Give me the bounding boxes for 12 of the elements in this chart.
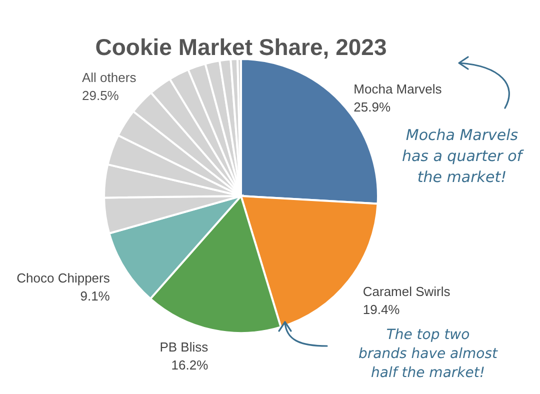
data-label: 9.1%: [80, 288, 110, 304]
slice-label: Mocha Marvels: [354, 82, 442, 97]
data-label: 16.2%: [171, 357, 209, 372]
text: The top two brands have almost half the market!: [358, 327, 498, 381]
data-label: 19.4%: [362, 302, 400, 317]
slice-label: PB Bliss: [160, 339, 209, 354]
chart-title: Cookie Market Share, 2023: [95, 34, 387, 60]
text: Mocha Marvels has a quarter of the market!: [402, 126, 525, 186]
slice-label: Choco Chippers: [16, 270, 110, 286]
slice-label: Caramel Swirls: [362, 284, 451, 299]
data-label: 25.9%: [354, 100, 391, 115]
text: All others 29.5%: [82, 70, 137, 103]
